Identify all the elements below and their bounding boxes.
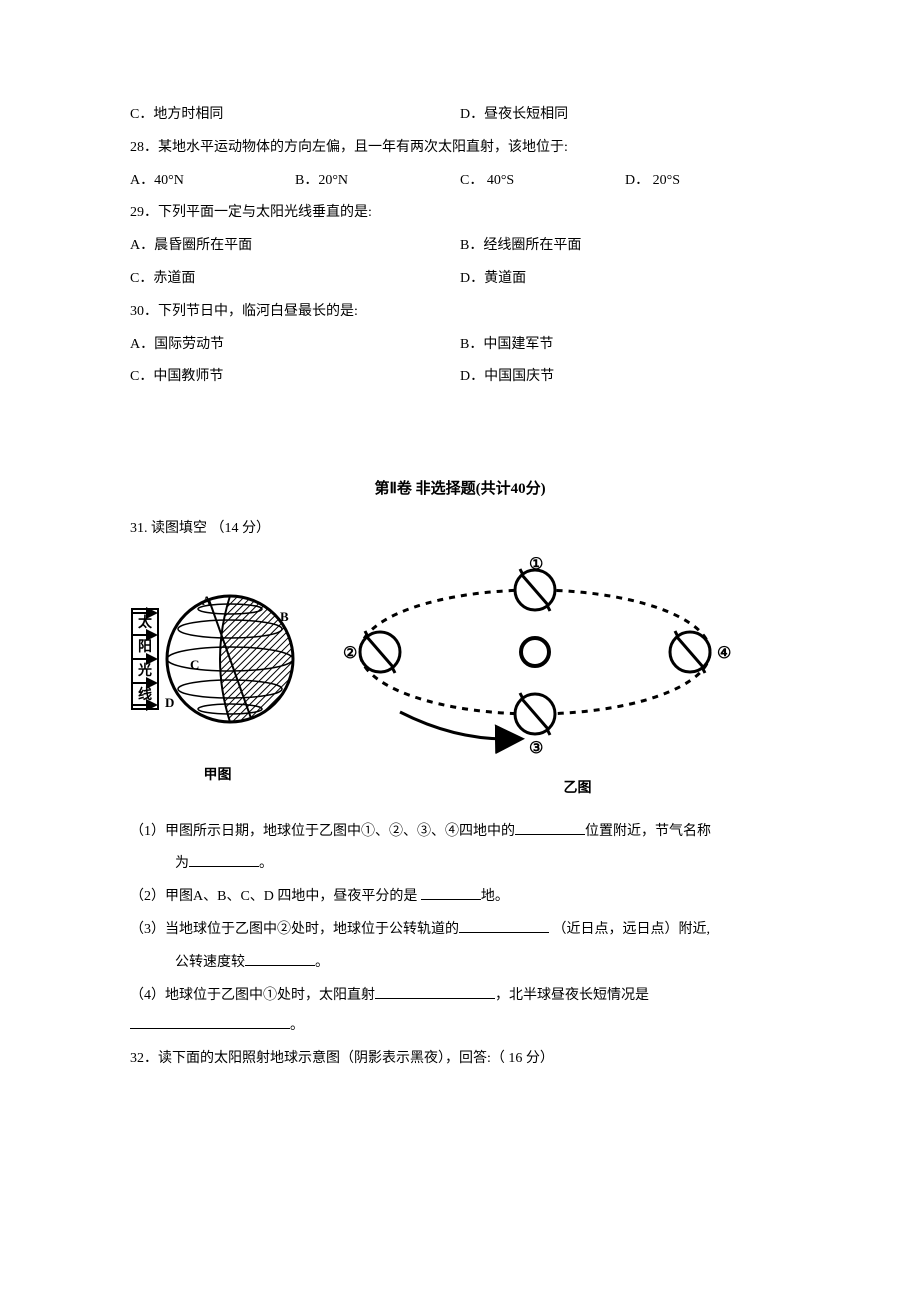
q31-sub2-text-a: （2）甲图A、B、C、D 四地中，昼夜平分的是 bbox=[130, 889, 421, 904]
blank[interactable] bbox=[130, 1014, 290, 1029]
globe-diagram-icon: 太 阳 光 线 bbox=[130, 569, 305, 744]
orbit-mark-3: ③ bbox=[529, 740, 543, 757]
orbit-mark-4: ④ bbox=[717, 645, 731, 662]
sun-char-4: 线 bbox=[138, 686, 152, 703]
q31-sub1-indent-a: 为 bbox=[175, 856, 189, 871]
q31-sub4-text-b: ，北半球昼夜长短情况是 bbox=[495, 988, 649, 1003]
sun-char-2: 阳 bbox=[138, 639, 152, 655]
q29-options-row1: A．晨昏圈所在平面 B．经线圈所在平面 bbox=[130, 231, 790, 262]
q30-option-d: D．中国国庆节 bbox=[460, 362, 790, 393]
q27-option-d: D．昼夜长短相同 bbox=[460, 100, 790, 131]
orbit-pos-4: ④ bbox=[670, 631, 731, 673]
blank[interactable] bbox=[245, 950, 315, 965]
orbit-mark-2: ② bbox=[343, 645, 357, 662]
q27-option-c: C．地方时相同 bbox=[130, 100, 460, 131]
q31-sub1-indent-b: 。 bbox=[259, 856, 273, 871]
q29-stem: 29．下列平面一定与太阳光线垂直的是: bbox=[130, 198, 790, 229]
orbit-figure-label: 乙图 bbox=[365, 772, 790, 803]
q30-option-a: A．国际劳动节 bbox=[130, 330, 460, 361]
q28-option-d: D． 20°S bbox=[625, 166, 790, 197]
globe-mark-c: C bbox=[190, 657, 199, 672]
q29-option-a: A．晨昏圈所在平面 bbox=[130, 231, 460, 262]
orbit-pos-3: ③ bbox=[515, 693, 555, 757]
q30-options-row2: C．中国教师节 D．中国国庆节 bbox=[130, 362, 790, 393]
q29-option-d: D．黄道面 bbox=[460, 264, 790, 295]
q31-sub4-text-c: 。 bbox=[290, 1018, 304, 1033]
figure-orbit-container: ① ② ③ ④ bbox=[325, 557, 790, 803]
sun-char-3: 光 bbox=[137, 662, 152, 679]
q29-option-c: C．赤道面 bbox=[130, 264, 460, 295]
q31-sub4-text-a: （4）地球位于乙图中①处时，太阳直射 bbox=[130, 988, 375, 1003]
blank[interactable] bbox=[421, 885, 481, 900]
blank[interactable] bbox=[375, 983, 495, 998]
q31-sub3-indent: 公转速度较 。 bbox=[130, 948, 790, 979]
q31-sub3-indent-b: 。 bbox=[315, 955, 329, 970]
q31-sub3-text-b: （近日点，远日点）附近, bbox=[549, 922, 710, 937]
q28-options-row: A．40°N B．20°N C． 40°S D． 20°S bbox=[130, 166, 790, 197]
q30-option-c: C．中国教师节 bbox=[130, 362, 460, 393]
figure-row: 太 阳 光 线 bbox=[130, 557, 790, 803]
q30-option-b: B．中国建军节 bbox=[460, 330, 790, 361]
q29-option-b: B．经线圈所在平面 bbox=[460, 231, 790, 262]
q30-options-row1: A．国际劳动节 B．中国建军节 bbox=[130, 330, 790, 361]
q31-sub1-text-a: （1）甲图所示日期，地球位于乙图中①、②、③、④四地中的 bbox=[130, 824, 515, 839]
globe-mark-b: B bbox=[280, 609, 289, 624]
q28-stem: 28．某地水平运动物体的方向左偏，且一年有两次太阳直射，该地位于: bbox=[130, 133, 790, 164]
q31-sub2-text-b: 地。 bbox=[481, 889, 509, 904]
q31-sub1: （1）甲图所示日期，地球位于乙图中①、②、③、④四地中的 位置附近，节气名称 bbox=[130, 817, 790, 848]
q30-stem: 30．下列节日中，临河白昼最长的是: bbox=[130, 297, 790, 328]
q31-sub1-text-b: 位置附近，节气名称 bbox=[585, 824, 711, 839]
q28-option-b: B．20°N bbox=[295, 166, 460, 197]
q31-sub3-indent-a: 公转速度较 bbox=[175, 955, 245, 970]
q27-options-row: C．地方时相同 D．昼夜长短相同 bbox=[130, 100, 790, 131]
q31-sub3-text-a: （3）当地球位于乙图中②处时，地球位于公转轨道的 bbox=[130, 922, 459, 937]
globe-mark-a: A bbox=[202, 593, 212, 608]
section-2-header: 第Ⅱ卷 非选择题(共计40分) bbox=[130, 473, 790, 506]
blank[interactable] bbox=[459, 918, 549, 933]
globe-mark-d: D bbox=[165, 695, 174, 710]
orbit-pos-2: ② bbox=[343, 631, 400, 673]
q31-sub1-indent: 为。 bbox=[130, 849, 790, 880]
q31-sub3: （3）当地球位于乙图中②处时，地球位于公转轨道的 （近日点，远日点）附近, bbox=[130, 915, 790, 946]
q31-sub4: （4）地球位于乙图中①处时，太阳直射 ，北半球昼夜长短情况是。 bbox=[130, 981, 790, 1043]
sun-char-1: 太 bbox=[138, 614, 153, 631]
blank[interactable] bbox=[189, 852, 259, 867]
blank[interactable] bbox=[515, 819, 585, 834]
q31-sub2: （2）甲图A、B、C、D 四地中，昼夜平分的是 地。 bbox=[130, 882, 790, 913]
orbit-mark-1: ① bbox=[529, 557, 543, 573]
q28-option-a: A．40°N bbox=[130, 166, 295, 197]
q32-title: 32．读下面的太阳照射地球示意图（阴影表示黑夜），回答:（ 16 分） bbox=[130, 1044, 790, 1075]
q29-options-row2: C．赤道面 D．黄道面 bbox=[130, 264, 790, 295]
orbit-diagram-icon: ① ② ③ ④ bbox=[325, 557, 745, 757]
figure-globe-container: 太 阳 光 线 bbox=[130, 569, 305, 790]
q28-option-c: C． 40°S bbox=[460, 166, 625, 197]
orbit-pos-1: ① bbox=[515, 557, 555, 611]
globe-figure-label: 甲图 bbox=[130, 759, 305, 790]
q31-title: 31. 读图填空 （14 分） bbox=[130, 514, 790, 545]
